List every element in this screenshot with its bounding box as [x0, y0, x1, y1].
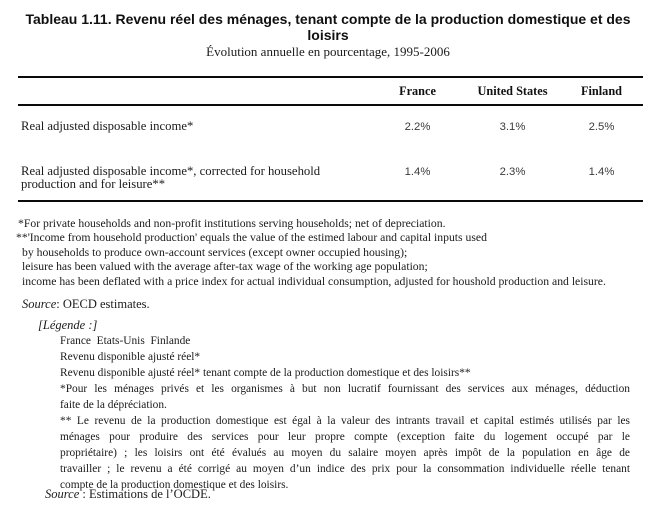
income-table: France United States Finland Real adjust…	[18, 76, 643, 202]
source-text: : Estimations de l’OCDE.	[79, 487, 211, 501]
value-cell: 1.4%	[588, 165, 615, 178]
legend-heading: [Légende :]	[38, 318, 98, 332]
value-cell: 2.5%	[588, 121, 615, 133]
source-label: Source	[45, 487, 80, 501]
legend-line: Revenu disponible ajusté réel*	[60, 351, 201, 363]
table-header-row: France United States Finland	[18, 77, 643, 105]
footnotes-block: *For private households and non-profit i…	[16, 217, 656, 290]
legend-note-line: faite de la dépréciation.	[60, 399, 167, 411]
row-label: Real adjusted disposable income*, correc…	[21, 163, 321, 191]
legend-note-line: travailler ; le revenu a été corrigé au …	[60, 463, 630, 475]
table-title: Tableau 1.11. Revenu réel des ménages, t…	[25, 11, 631, 43]
column-header-empty	[18, 77, 370, 105]
page: { "header": { "title": "Tableau 1.11. Re…	[0, 11, 656, 515]
table-row: Real adjusted disposable income* 2.2% 3.…	[18, 105, 643, 158]
value-cell: 2.2%	[404, 121, 431, 133]
source-label: Source	[22, 297, 57, 311]
legend-note-line: *Pour les ménages privés et les organism…	[60, 383, 630, 395]
source-english: Source: OECD estimates.	[22, 297, 656, 312]
legend-note-line: compte de la production domestique et de…	[60, 479, 289, 491]
legend-block: France Etats-Unis Finlande Revenu dispon…	[60, 333, 630, 493]
legend-note-line: ménages pour produire des services pour …	[60, 431, 630, 443]
footnote-line: leisure has been valued with the average…	[22, 260, 428, 273]
row-label: Real adjusted disposable income*	[21, 119, 194, 133]
value-cell: 1.4%	[404, 165, 431, 178]
source-text: : OECD estimates.	[56, 297, 150, 311]
footnote-line: *For private households and non-profit i…	[18, 216, 446, 230]
source-french: Source : Estimations de l’OCDE.	[45, 487, 656, 502]
legend-line: France Etats-Unis Finlande	[60, 335, 191, 347]
legend-note-line: propriétaire) ; les loisirs ont été éval…	[60, 447, 630, 459]
table-subtitle: Évolution annuelle en pourcentage, 1995-…	[206, 44, 450, 59]
column-header-finland: Finland	[580, 84, 622, 98]
value-cell: 3.1%	[499, 121, 526, 133]
column-header-france: France	[399, 84, 436, 98]
footnote-line: income has been deflated with a price in…	[22, 274, 606, 288]
legend-note-line: ** Le revenu de la production domestique…	[60, 415, 630, 427]
footnote-line: **'Income from household production' equ…	[16, 231, 487, 244]
table-row: Real adjusted disposable income*, correc…	[18, 158, 643, 201]
footnote-line: by households to produce own-account ser…	[22, 245, 408, 259]
column-header-united-states: United States	[477, 84, 548, 98]
legend-line: Revenu disponible ajusté réel* tenant co…	[60, 367, 471, 379]
value-cell: 2.3%	[499, 165, 526, 178]
